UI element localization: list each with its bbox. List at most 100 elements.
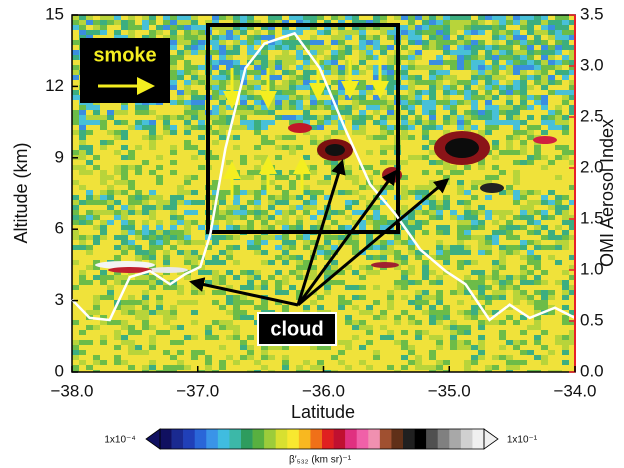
curtain-cell — [310, 150, 317, 155]
curtain-cell — [513, 325, 520, 330]
curtain-cell — [436, 270, 443, 275]
curtain-cell — [331, 55, 338, 60]
curtain-cell — [548, 145, 555, 150]
curtain-cell — [366, 300, 373, 305]
curtain-cell — [548, 320, 555, 325]
curtain-cell — [100, 200, 107, 205]
curtain-cell — [366, 315, 373, 320]
curtain-cell — [492, 55, 499, 60]
curtain-cell — [310, 210, 317, 215]
curtain-cell — [457, 120, 464, 125]
curtain-cell — [450, 250, 457, 255]
curtain-cell — [359, 240, 366, 245]
curtain-cell — [86, 245, 93, 250]
curtain-cell — [289, 225, 296, 230]
curtain-cell — [555, 95, 562, 100]
curtain-cell — [79, 315, 86, 320]
curtain-cell — [506, 280, 513, 285]
curtain-cell — [562, 20, 569, 25]
curtain-cell — [289, 220, 296, 225]
curtain-cell — [247, 80, 254, 85]
curtain-cell — [142, 240, 149, 245]
curtain-cell — [429, 340, 436, 345]
curtain-cell — [422, 35, 429, 40]
curtain-cell — [415, 30, 422, 35]
curtain-cell — [422, 205, 429, 210]
curtain-cell — [555, 210, 562, 215]
curtain-cell — [170, 360, 177, 365]
curtain-cell — [534, 190, 541, 195]
curtain-cell — [240, 330, 247, 335]
curtain-cell — [142, 305, 149, 310]
curtain-cell — [527, 60, 534, 65]
curtain-cell — [254, 225, 261, 230]
curtain-cell — [534, 90, 541, 95]
curtain-cell — [562, 275, 569, 280]
curtain-cell — [72, 90, 79, 95]
curtain-cell — [436, 275, 443, 280]
curtain-cell — [149, 140, 156, 145]
curtain-cell — [429, 80, 436, 85]
curtain-cell — [520, 205, 527, 210]
curtain-cell — [254, 170, 261, 175]
curtain-cell — [268, 210, 275, 215]
curtain-cell — [128, 180, 135, 185]
curtain-cell — [422, 40, 429, 45]
curtain-cell — [506, 225, 513, 230]
curtain-cell — [128, 115, 135, 120]
curtain-cell — [373, 225, 380, 230]
curtain-cell — [366, 215, 373, 220]
curtain-cell — [331, 295, 338, 300]
curtain-cell — [289, 185, 296, 190]
curtain-cell — [163, 245, 170, 250]
curtain-cell — [520, 220, 527, 225]
curtain-cell — [513, 165, 520, 170]
curtain-cell — [471, 245, 478, 250]
curtain-cell — [436, 110, 443, 115]
curtain-cell — [541, 120, 548, 125]
curtain-cell — [184, 50, 191, 55]
curtain-cell — [492, 255, 499, 260]
curtain-cell — [408, 260, 415, 265]
curtain-cell — [226, 50, 233, 55]
curtain-cell — [450, 115, 457, 120]
curtain-cell — [436, 175, 443, 180]
curtain-cell — [366, 190, 373, 195]
curtain-cell — [345, 190, 352, 195]
curtain-cell — [520, 190, 527, 195]
curtain-cell — [408, 195, 415, 200]
curtain-cell — [86, 155, 93, 160]
curtain-cell — [338, 90, 345, 95]
curtain-cell — [163, 360, 170, 365]
curtain-cell — [191, 320, 198, 325]
curtain-cell — [359, 180, 366, 185]
curtain-cell — [408, 225, 415, 230]
curtain-cell — [324, 190, 331, 195]
curtain-cell — [86, 115, 93, 120]
curtain-cell — [254, 30, 261, 35]
curtain-cell — [436, 205, 443, 210]
curtain-cell — [247, 335, 254, 340]
curtain-cell — [170, 335, 177, 340]
curtain-cell — [422, 295, 429, 300]
curtain-cell — [72, 100, 79, 105]
curtain-cell — [275, 260, 282, 265]
curtain-cell — [366, 330, 373, 335]
curtain-cell — [79, 210, 86, 215]
curtain-cell — [254, 60, 261, 65]
curtain-cell — [471, 305, 478, 310]
curtain-cell — [527, 190, 534, 195]
curtain-cell — [366, 340, 373, 345]
curtain-cell — [548, 95, 555, 100]
curtain-cell — [184, 360, 191, 365]
curtain-cell — [114, 120, 121, 125]
curtain-cell — [422, 75, 429, 80]
curtain-cell — [380, 40, 387, 45]
curtain-cell — [506, 200, 513, 205]
curtain-cell — [478, 110, 485, 115]
curtain-cell — [212, 355, 219, 360]
curtain-cell — [177, 290, 184, 295]
curtain-cell — [506, 30, 513, 35]
curtain-cell — [261, 240, 268, 245]
curtain-cell — [499, 240, 506, 245]
